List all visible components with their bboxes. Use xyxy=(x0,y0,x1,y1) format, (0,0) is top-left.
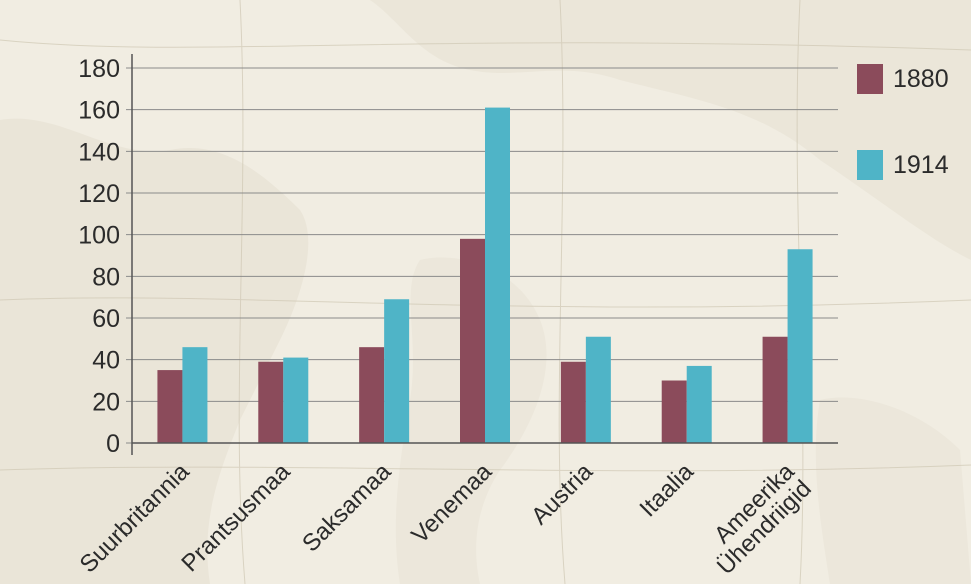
legend-swatch-1880 xyxy=(857,64,883,94)
bar-1880-3 xyxy=(359,347,385,443)
legend-swatch-1914 xyxy=(857,150,883,180)
bar-1880-7 xyxy=(762,336,788,443)
bars xyxy=(157,107,813,443)
y-tick-label: 160 xyxy=(78,97,120,125)
y-tick-labels: 0 20 40 60 80 100 120 140 160 180 xyxy=(78,55,120,458)
bar-1880-2 xyxy=(258,361,284,443)
bar-1880-1 xyxy=(157,370,183,443)
bar-1914-4 xyxy=(485,107,510,443)
y-tick-label: 120 xyxy=(78,180,120,208)
y-tick-label: 80 xyxy=(92,263,120,291)
y-tick-label: 0 xyxy=(106,430,120,458)
bar-1914-3 xyxy=(384,299,410,443)
y-tick-label: 180 xyxy=(78,55,120,83)
bar-1914-5 xyxy=(585,336,611,443)
bar-1914-2 xyxy=(283,357,309,443)
legend-item-1880: 1880 xyxy=(857,64,949,94)
bar-1880-6 xyxy=(661,380,687,443)
legend-item-1914: 1914 xyxy=(857,150,949,180)
y-tick-label: 20 xyxy=(92,388,120,416)
bar-1914-7 xyxy=(787,249,813,443)
y-tick-label: 100 xyxy=(78,222,120,250)
legend-label-1880: 1880 xyxy=(893,64,949,93)
bar-1880-4 xyxy=(460,238,485,443)
y-tick-label: 140 xyxy=(78,138,120,166)
bar-1914-6 xyxy=(686,365,712,443)
y-tick-label: 40 xyxy=(92,347,120,375)
y-tick-label: 60 xyxy=(92,305,120,333)
axes xyxy=(131,54,838,455)
bar-1914-1 xyxy=(182,347,208,443)
legend-label-1914: 1914 xyxy=(893,150,949,179)
bar-1880-5 xyxy=(560,361,586,443)
